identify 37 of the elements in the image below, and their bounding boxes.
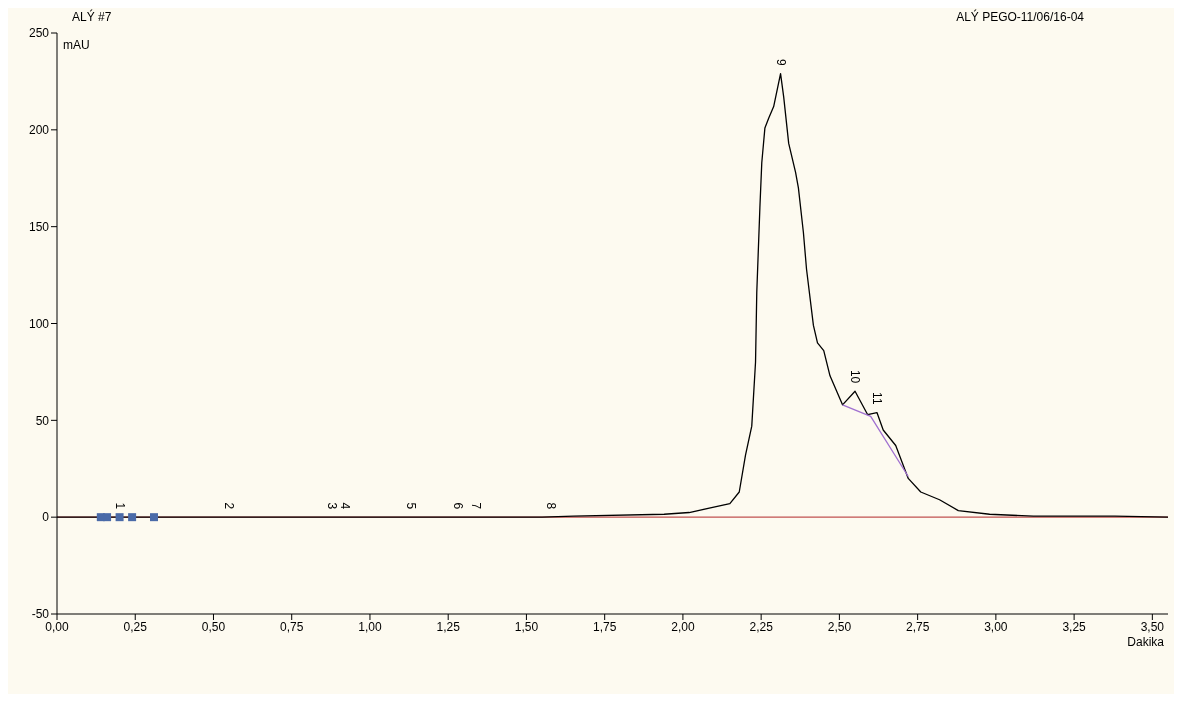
- x-tick-label: 1,75: [593, 619, 617, 634]
- annotation: 4: [337, 502, 352, 510]
- annotation: 3: [325, 502, 340, 510]
- y-tick-label: 50: [35, 413, 50, 428]
- annotation: 8: [544, 502, 559, 510]
- x-tick-label: 1,00: [358, 619, 382, 634]
- x-tick-label: 1,25: [436, 619, 461, 634]
- y-tick-label: 250: [28, 26, 50, 41]
- x-tick-label: 0,25: [123, 619, 148, 634]
- y-tick-label: 0: [42, 510, 50, 525]
- y-tick-label: 150: [28, 219, 50, 234]
- annotation: 6: [450, 502, 465, 510]
- y-axis-title: mAU: [63, 38, 90, 52]
- x-tick-label: 0,00: [45, 619, 69, 634]
- y-tick-label: -50: [31, 607, 50, 622]
- x-tick-label: 0,75: [280, 619, 304, 634]
- chart-title: ALÝ #7: [72, 10, 112, 24]
- x-tick-label: 2,25: [749, 619, 774, 634]
- x-axis-title: Dakika: [1127, 635, 1165, 649]
- chart-subtitle: ALÝ PEGO-11/06/16-04: [956, 10, 1084, 24]
- annotation: 9: [773, 58, 788, 66]
- x-tick-label: 2,00: [671, 619, 695, 634]
- y-tick-label: 100: [28, 316, 50, 331]
- annotation: 5: [403, 502, 418, 510]
- x-tick-label: 3,50: [1140, 619, 1165, 634]
- annotation: 2: [222, 502, 237, 510]
- annotation: 7: [469, 502, 484, 510]
- annotation: 11: [869, 392, 884, 405]
- annotation: 10: [848, 369, 863, 384]
- x-tick-label: 2,50: [827, 619, 852, 634]
- x-tick-label: 0,50: [201, 619, 226, 634]
- y-tick-label: 200: [28, 123, 50, 138]
- x-tick-label: 2,75: [905, 619, 930, 634]
- annotation: 1: [112, 502, 127, 510]
- x-tick-label: 3,25: [1062, 619, 1087, 634]
- x-tick-label: 1,50: [514, 619, 539, 634]
- x-tick-label: 3,00: [984, 619, 1008, 634]
